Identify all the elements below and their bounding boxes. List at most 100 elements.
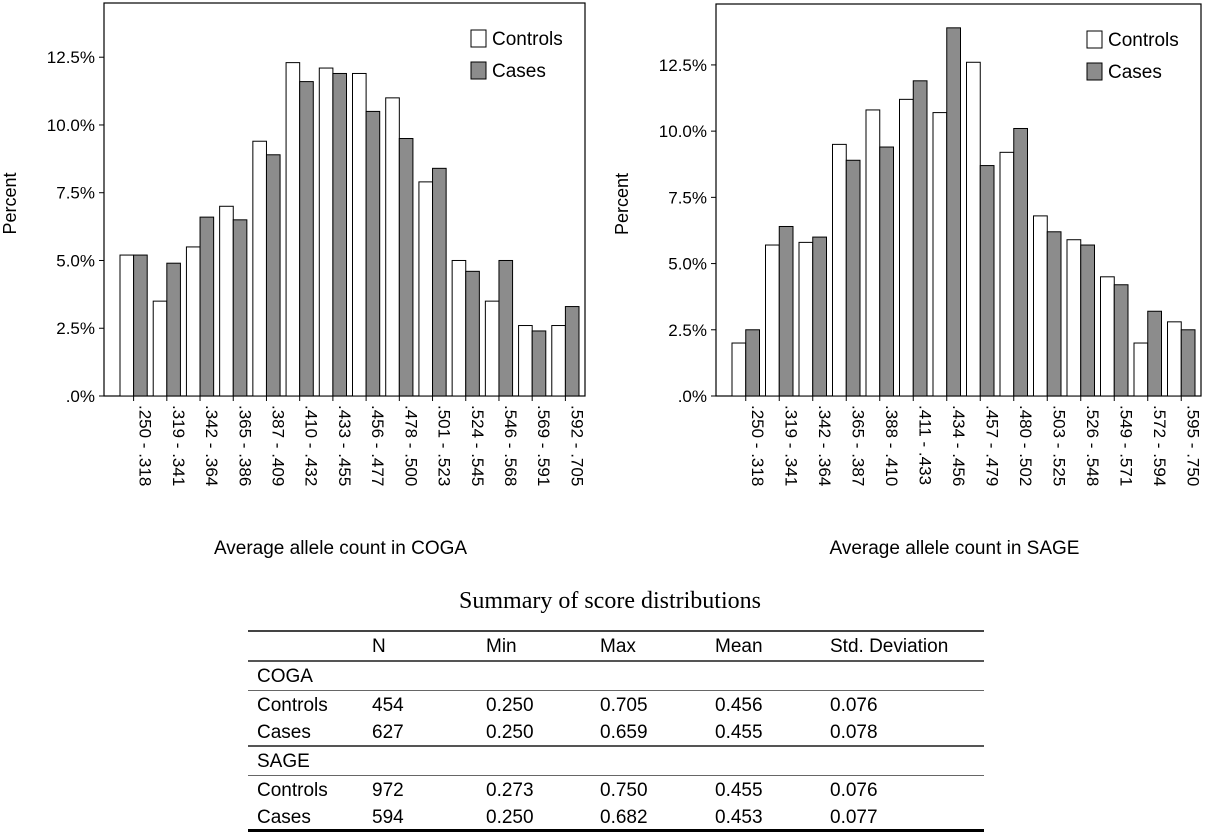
bar-cases: [564, 306, 580, 397]
bar-cases: [465, 270, 480, 397]
bar-cases: [365, 110, 381, 397]
bar-controls: [219, 205, 234, 397]
bar-controls: [352, 72, 367, 397]
x-tick-label: .250 - .318: [748, 405, 767, 486]
cell-std: 0.076: [830, 695, 878, 716]
bar-cases: [1113, 284, 1129, 397]
cell-mean: 0.455: [715, 722, 763, 743]
y-tick-label: 7.5%: [56, 184, 95, 203]
bar-controls: [185, 246, 201, 397]
bar-controls: [152, 300, 168, 397]
row-label: Cases: [257, 722, 311, 743]
cell-min: 0.273: [486, 780, 534, 801]
x-tick-label: .387 - .409: [268, 405, 287, 486]
x-tick-label: .342 - .364: [815, 405, 834, 486]
bar-cases: [432, 167, 447, 397]
y-tick-label: .0%: [678, 387, 707, 406]
bar-controls: [252, 140, 267, 397]
group-label: COGA: [257, 666, 313, 687]
table-header-row: N Min Max Mean Std. Deviation: [248, 630, 984, 660]
y-tick-label: 7.5%: [668, 188, 707, 207]
x-axis-label: Average allele count in SAGE: [830, 538, 1080, 559]
x-tick-label: .410 - .432: [302, 405, 321, 486]
y-tick-label: 10.0%: [659, 122, 707, 141]
legend-label: Controls: [492, 29, 563, 50]
x-tick-label: .569 - .591: [534, 405, 553, 486]
legend-label: Controls: [1108, 30, 1179, 51]
bar-controls: [418, 181, 434, 397]
cell-max: 0.659: [600, 722, 648, 743]
bar-controls: [798, 241, 814, 397]
bar-cases: [1013, 127, 1028, 397]
bar-cases: [1180, 329, 1196, 397]
bar-controls: [1100, 276, 1115, 397]
legend-swatch: [470, 61, 487, 80]
x-tick-label: .478 - .500: [401, 405, 420, 486]
bar-cases: [199, 216, 215, 397]
y-tick-label: 5.0%: [668, 255, 707, 274]
header-max: Max: [600, 636, 636, 657]
x-tick-label: .501 - .523: [435, 405, 454, 486]
bar-controls: [1167, 321, 1182, 397]
cell-n: 454: [372, 695, 404, 716]
table-title: Summary of score distributions: [459, 588, 761, 614]
x-tick-label: .572 - .594: [1150, 405, 1169, 486]
legend-swatch: [470, 29, 487, 48]
header-n: N: [372, 636, 386, 657]
cell-mean: 0.453: [715, 807, 763, 828]
bar-controls: [518, 325, 533, 397]
bar-controls: [285, 62, 301, 397]
x-tick-label: .365 - .386: [235, 405, 254, 486]
bar-cases: [299, 81, 314, 397]
y-tick-label: 12.5%: [47, 48, 95, 67]
bar-controls: [731, 342, 747, 397]
bar-cases: [1080, 244, 1095, 397]
group-label: SAGE: [257, 751, 310, 772]
x-tick-label: .526 - .548: [1083, 405, 1102, 486]
bar-controls: [318, 67, 334, 397]
x-axis-label: Average allele count in COGA: [214, 538, 467, 559]
y-tick-label: 10.0%: [47, 116, 95, 135]
cell-max: 0.682: [600, 807, 648, 828]
legend-swatch: [1086, 30, 1103, 49]
bar-cases: [166, 262, 181, 397]
header-std: Std. Deviation: [830, 636, 949, 657]
bar-cases: [398, 138, 414, 397]
bar-cases: [498, 259, 514, 397]
cell-mean: 0.456: [715, 695, 763, 716]
bar-controls: [932, 112, 948, 397]
y-axis-label: Percent: [612, 173, 632, 235]
bar-cases: [812, 236, 827, 397]
group-row-coga: COGA: [248, 660, 984, 690]
table-row: Controls 454 0.250 0.705 0.456 0.076: [248, 690, 984, 718]
y-tick-label: 5.0%: [56, 251, 95, 270]
bar-cases: [531, 330, 547, 397]
x-tick-label: .546 - .568: [501, 405, 520, 486]
bar-controls: [551, 325, 566, 397]
bar-controls: [119, 254, 135, 397]
x-tick-label: .342 - .364: [202, 405, 221, 486]
y-tick-label: 2.5%: [56, 319, 95, 338]
x-tick-label: .549 - .571: [1116, 405, 1135, 486]
chart-2: .0% 2.5% 5.0% 7.5% 10.0% 12.5% Percent .250 - .…: [612, 3, 1202, 559]
bar-cases: [1046, 231, 1062, 397]
bar-controls: [832, 143, 847, 397]
bar-cases: [879, 146, 894, 397]
legend-swatch: [1086, 62, 1103, 81]
x-tick-label: .411 - .433: [915, 405, 934, 485]
summary-table: N Min Max Mean Std. Deviation COGA Contr…: [248, 630, 984, 832]
bar-controls: [484, 300, 500, 397]
y-tick-label: 12.5%: [659, 56, 707, 75]
cell-n: 594: [372, 807, 404, 828]
cell-std: 0.076: [830, 780, 878, 801]
table-row: Cases 627 0.250 0.659 0.455 0.078: [248, 718, 984, 745]
bar-cases: [778, 225, 794, 397]
x-tick-label: .433 - .455: [335, 405, 354, 486]
bar-controls: [1066, 239, 1082, 397]
cell-min: 0.250: [486, 722, 534, 743]
x-tick-label: .457 - .479: [982, 405, 1001, 486]
y-tick-label: .0%: [66, 387, 95, 406]
cell-min: 0.250: [486, 807, 534, 828]
cell-max: 0.705: [600, 695, 648, 716]
x-tick-label: .592 - .705: [567, 405, 586, 486]
